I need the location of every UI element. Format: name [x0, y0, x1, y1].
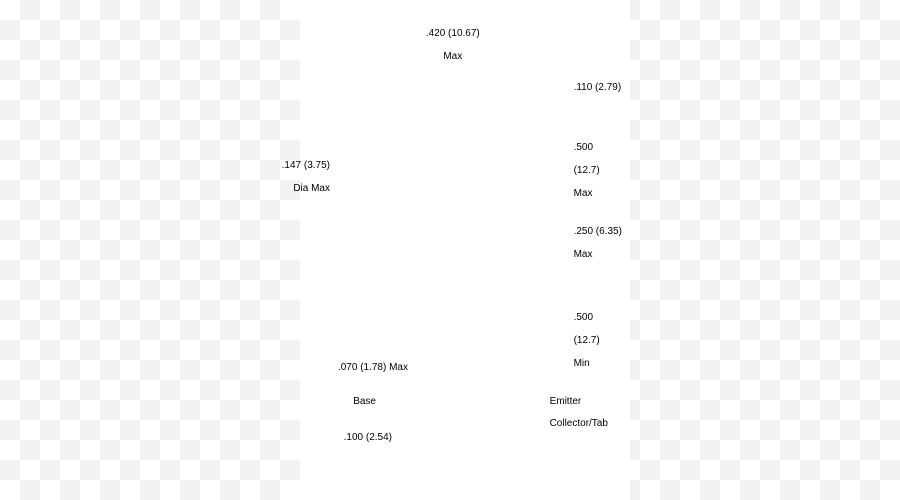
label-shoulder-height: .250 (6.35) Max — [568, 214, 622, 260]
label-hole-to-top: .110 (2.79) — [568, 70, 621, 93]
label-emitter: Emitter — [544, 384, 581, 407]
label-collector: Collector/Tab — [544, 406, 608, 429]
label-hole-dia: .147 (3.75) Dia Max — [262, 148, 330, 194]
label-pin-pitch: .100 (2.54) — [328, 420, 392, 443]
label-body-height: .500 (12.7) Max — [568, 130, 600, 199]
label-base: Base — [340, 384, 376, 407]
label-pin-length: .500 (12.7) Min — [568, 300, 600, 369]
label-pin-width: .070 (1.78) Max — [312, 350, 408, 373]
label-width-top: .420 (10.67) Max — [418, 16, 482, 62]
